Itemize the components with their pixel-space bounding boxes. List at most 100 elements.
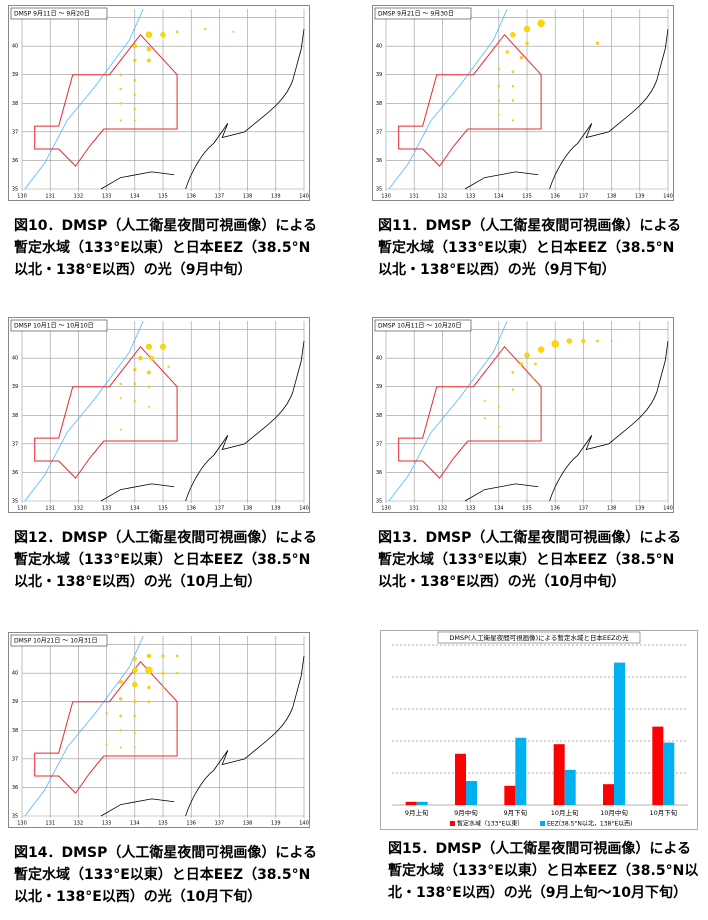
lat-label: 36 bbox=[12, 470, 18, 476]
legend-label: EEZ(38.5°N以北，138°E以西) bbox=[547, 820, 632, 828]
lon-label: 134 bbox=[130, 506, 140, 512]
lon-label: 140 bbox=[299, 194, 309, 200]
light-dot bbox=[159, 343, 166, 350]
caption-line: 暫定水域（133°E以東）と日本EEZ（38.5°N bbox=[378, 552, 675, 568]
light-dot bbox=[483, 417, 486, 420]
lat-label: 39 bbox=[376, 72, 382, 78]
lon-label: 132 bbox=[74, 506, 84, 512]
light-dot bbox=[132, 43, 138, 49]
light-dot bbox=[497, 84, 501, 88]
coastline bbox=[185, 655, 305, 817]
lat-label: 35 bbox=[12, 499, 18, 505]
light-dot bbox=[145, 343, 152, 350]
caption-line: 暫定水域（133°E以東）と日本EEZ（38.5°N以 bbox=[388, 863, 699, 879]
x-tick-label: 9月中旬 bbox=[454, 808, 478, 817]
light-dot bbox=[175, 654, 179, 658]
light-dot bbox=[146, 653, 152, 659]
light-dot bbox=[133, 700, 137, 704]
light-dot bbox=[510, 32, 516, 38]
caption-line: 北・138°E以西）の光（9月上旬〜10月下旬） bbox=[388, 885, 688, 901]
map: 130 131 132 133 134 135 136 137 138 139 140 35 36 37 3… bbox=[8, 632, 310, 828]
lon-label: 138 bbox=[243, 506, 253, 512]
light-dot bbox=[118, 697, 123, 701]
eez-area bbox=[34, 33, 178, 167]
light-dot bbox=[497, 405, 500, 408]
boundary-line bbox=[388, 320, 508, 502]
light-dot bbox=[119, 73, 123, 77]
lat-label: 40 bbox=[376, 44, 382, 50]
lat-label: 36 bbox=[12, 158, 18, 164]
light-dot bbox=[511, 70, 515, 74]
light-dot bbox=[232, 30, 235, 33]
chart-frame bbox=[380, 630, 698, 830]
lon-label: 131 bbox=[45, 821, 55, 827]
boundary-line bbox=[24, 635, 144, 817]
light-dot bbox=[505, 50, 509, 54]
lon-label: 131 bbox=[409, 194, 419, 200]
light-dot bbox=[147, 685, 151, 690]
coastline bbox=[464, 483, 539, 502]
lon-label: 132 bbox=[74, 821, 84, 827]
lon-label: 136 bbox=[186, 506, 196, 512]
lat-label: 36 bbox=[376, 158, 382, 164]
bar bbox=[405, 801, 417, 805]
lon-label: 133 bbox=[102, 506, 112, 512]
map-label-box bbox=[374, 7, 472, 20]
map-label: DMSP 9月21日 ～ 9月30日 bbox=[378, 11, 454, 18]
light-dot bbox=[551, 340, 559, 348]
legend-swatch bbox=[450, 821, 455, 826]
caption: 図15．DMSP（人工衛星夜間可視画像）による 暫定水域（133°E以東）と日本E… bbox=[388, 838, 708, 904]
light-dot bbox=[119, 119, 122, 122]
lat-label: 37 bbox=[12, 129, 18, 135]
legend-label: 暫定水域（133°E以東） bbox=[457, 820, 523, 828]
light-dot bbox=[133, 746, 136, 749]
eez-area bbox=[34, 345, 178, 479]
lon-label: 139 bbox=[635, 506, 645, 512]
x-tick-label: 10月中旬 bbox=[600, 808, 628, 817]
light-dot bbox=[511, 388, 515, 391]
bar bbox=[663, 742, 675, 805]
lon-label: 133 bbox=[466, 506, 476, 512]
bar bbox=[553, 744, 565, 805]
light-dot bbox=[537, 19, 545, 27]
lat-label: 35 bbox=[376, 499, 382, 505]
light-dot bbox=[149, 355, 155, 361]
lon-label: 135 bbox=[522, 506, 532, 512]
light-dot bbox=[566, 338, 573, 344]
caption-line: 図15．DMSP（人工衛星夜間可視画像）による bbox=[388, 841, 691, 857]
lon-label: 138 bbox=[607, 506, 617, 512]
map-label: DMSP 10月21日 ～ 10月31日 bbox=[14, 638, 98, 645]
lon-label: 135 bbox=[158, 506, 168, 512]
bar bbox=[603, 784, 614, 805]
light-dot bbox=[497, 385, 501, 388]
lon-label: 137 bbox=[579, 506, 589, 512]
light-dot bbox=[119, 102, 122, 105]
map-label-box bbox=[10, 7, 108, 20]
coastline bbox=[549, 28, 669, 190]
caption-line: 以北・138°E以西）の光（10月下旬） bbox=[14, 889, 262, 905]
lon-label: 137 bbox=[215, 194, 225, 200]
caption: 図12．DMSP（人工衛星夜間可視画像）による 暫定水域（133°E以東）と日本E… bbox=[14, 527, 334, 593]
lon-label: 139 bbox=[635, 194, 645, 200]
lon-label: 138 bbox=[607, 194, 617, 200]
coastline bbox=[185, 340, 305, 502]
caption-line: 以北・138°E以西）の光（10月上旬） bbox=[14, 574, 262, 590]
lon-label: 137 bbox=[215, 821, 225, 827]
lon-label: 136 bbox=[550, 194, 560, 200]
light-dot bbox=[511, 99, 515, 102]
legend-swatch bbox=[540, 821, 545, 826]
caption: 図11．DMSP（人工衛星夜間可視画像）による 暫定水域（133°E以東）と日本E… bbox=[378, 215, 698, 281]
lon-label: 135 bbox=[158, 821, 168, 827]
caption-line: 暫定水域（133°E以東）と日本EEZ（38.5°N bbox=[14, 867, 311, 883]
caption: 図14．DMSP（人工衛星夜間可視画像）による 暫定水域（133°E以東）と日本E… bbox=[14, 842, 334, 908]
lat-label: 36 bbox=[376, 470, 382, 476]
light-dot bbox=[537, 346, 545, 353]
lon-label: 131 bbox=[45, 506, 55, 512]
lon-label: 135 bbox=[522, 194, 532, 200]
light-dot bbox=[119, 729, 122, 732]
map-label: DMSP 9月11日 ～ 9月20日 bbox=[14, 11, 90, 18]
lon-label: 130 bbox=[381, 194, 391, 200]
bar bbox=[504, 785, 516, 805]
boundary-line bbox=[388, 8, 508, 190]
light-dot bbox=[105, 711, 108, 715]
